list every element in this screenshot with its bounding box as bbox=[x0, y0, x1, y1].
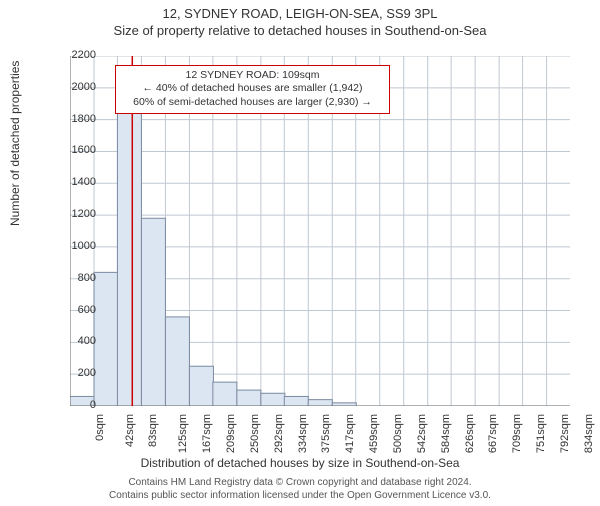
y-axis-label: Number of detached properties bbox=[8, 61, 22, 226]
x-tick-label: 542sqm bbox=[416, 414, 428, 453]
x-tick-label: 709sqm bbox=[511, 414, 523, 453]
x-tick-label: 125sqm bbox=[178, 414, 190, 453]
y-tick-label: 800 bbox=[56, 272, 96, 284]
x-tick-label: 250sqm bbox=[249, 414, 261, 453]
x-tick-label: 42sqm bbox=[124, 414, 136, 447]
y-tick-label: 1800 bbox=[56, 113, 96, 125]
annotation-line3: 60% of semi-detached houses are larger (… bbox=[122, 96, 383, 110]
page-title-line1: 12, SYDNEY ROAD, LEIGH-ON-SEA, SS9 3PL bbox=[0, 6, 600, 21]
x-axis-label: Distribution of detached houses by size … bbox=[0, 456, 600, 470]
x-tick-label: 292sqm bbox=[273, 414, 285, 453]
footer-line1: Contains HM Land Registry data © Crown c… bbox=[0, 476, 600, 489]
y-tick-label: 1200 bbox=[56, 208, 96, 220]
page-title-line2: Size of property relative to detached ho… bbox=[0, 23, 600, 38]
y-tick-label: 1000 bbox=[56, 240, 96, 252]
footer: Contains HM Land Registry data © Crown c… bbox=[0, 476, 600, 502]
x-tick-label: 626sqm bbox=[464, 414, 476, 453]
x-tick-label: 834sqm bbox=[583, 414, 595, 453]
x-tick-label: 792sqm bbox=[559, 414, 571, 453]
x-tick-label: 500sqm bbox=[392, 414, 404, 453]
annotation-line2: ← 40% of detached houses are smaller (1,… bbox=[122, 82, 383, 96]
y-tick-label: 1600 bbox=[56, 144, 96, 156]
annotation-line1: 12 SYDNEY ROAD: 109sqm bbox=[122, 69, 383, 83]
x-tick-label: 459sqm bbox=[368, 414, 380, 453]
chart-area: 12 SYDNEY ROAD: 109sqm ← 40% of detached… bbox=[70, 56, 570, 406]
x-tick-label: 209sqm bbox=[226, 414, 238, 453]
x-tick-label: 584sqm bbox=[440, 414, 452, 453]
x-tick-label: 667sqm bbox=[487, 414, 499, 453]
annotation-box: 12 SYDNEY ROAD: 109sqm ← 40% of detached… bbox=[115, 65, 390, 114]
x-tick-label: 334sqm bbox=[297, 414, 309, 453]
y-tick-label: 2000 bbox=[56, 81, 96, 93]
footer-line2: Contains public sector information licen… bbox=[0, 489, 600, 502]
x-tick-label: 375sqm bbox=[320, 414, 332, 453]
x-tick-label: 83sqm bbox=[147, 414, 159, 447]
y-tick-label: 1400 bbox=[56, 176, 96, 188]
y-tick-label: 600 bbox=[56, 304, 96, 316]
y-tick-label: 400 bbox=[56, 335, 96, 347]
x-tick-label: 167sqm bbox=[202, 414, 214, 453]
y-tick-label: 0 bbox=[56, 399, 96, 411]
x-tick-label: 751sqm bbox=[535, 414, 547, 453]
y-tick-label: 2200 bbox=[56, 49, 96, 61]
y-tick-label: 200 bbox=[56, 367, 96, 379]
x-tick-label: 0sqm bbox=[94, 414, 106, 441]
x-tick-label: 417sqm bbox=[344, 414, 356, 453]
